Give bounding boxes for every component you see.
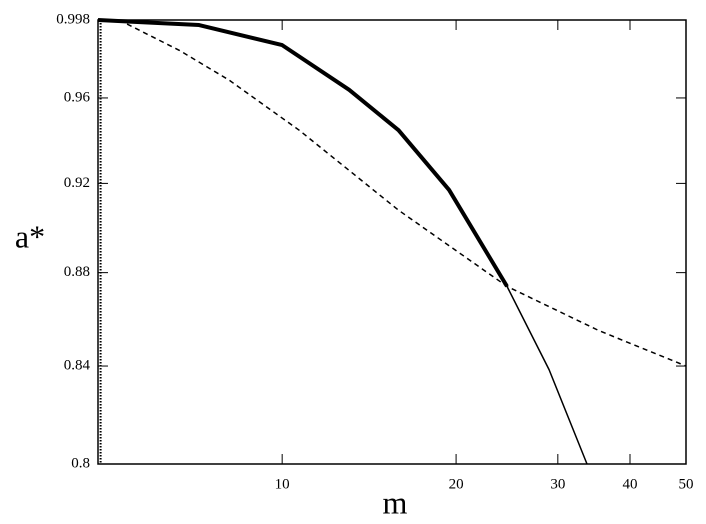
series-line bbox=[118, 19, 687, 367]
y-tick-label: 0.88 bbox=[64, 264, 90, 280]
y-tick-label: 0.8 bbox=[71, 455, 90, 471]
y-tick-label: 0.96 bbox=[64, 89, 91, 105]
x-tick-label: 10 bbox=[275, 476, 290, 492]
x-tick-label: 30 bbox=[550, 476, 565, 492]
x-axis-label: m bbox=[383, 484, 408, 520]
y-tick-label: 0.84 bbox=[64, 357, 91, 373]
series-line bbox=[97, 18, 509, 288]
y-tick-label: 0.998 bbox=[56, 11, 90, 27]
series-line bbox=[506, 286, 588, 465]
plot-frame bbox=[97, 19, 687, 465]
x-tick-label: 50 bbox=[679, 476, 694, 492]
x-tick-label: 20 bbox=[449, 476, 464, 492]
y-tick-label: 0.92 bbox=[64, 175, 90, 191]
y-axis-label: a* bbox=[15, 218, 45, 254]
x-tick-label: 40 bbox=[623, 476, 638, 492]
